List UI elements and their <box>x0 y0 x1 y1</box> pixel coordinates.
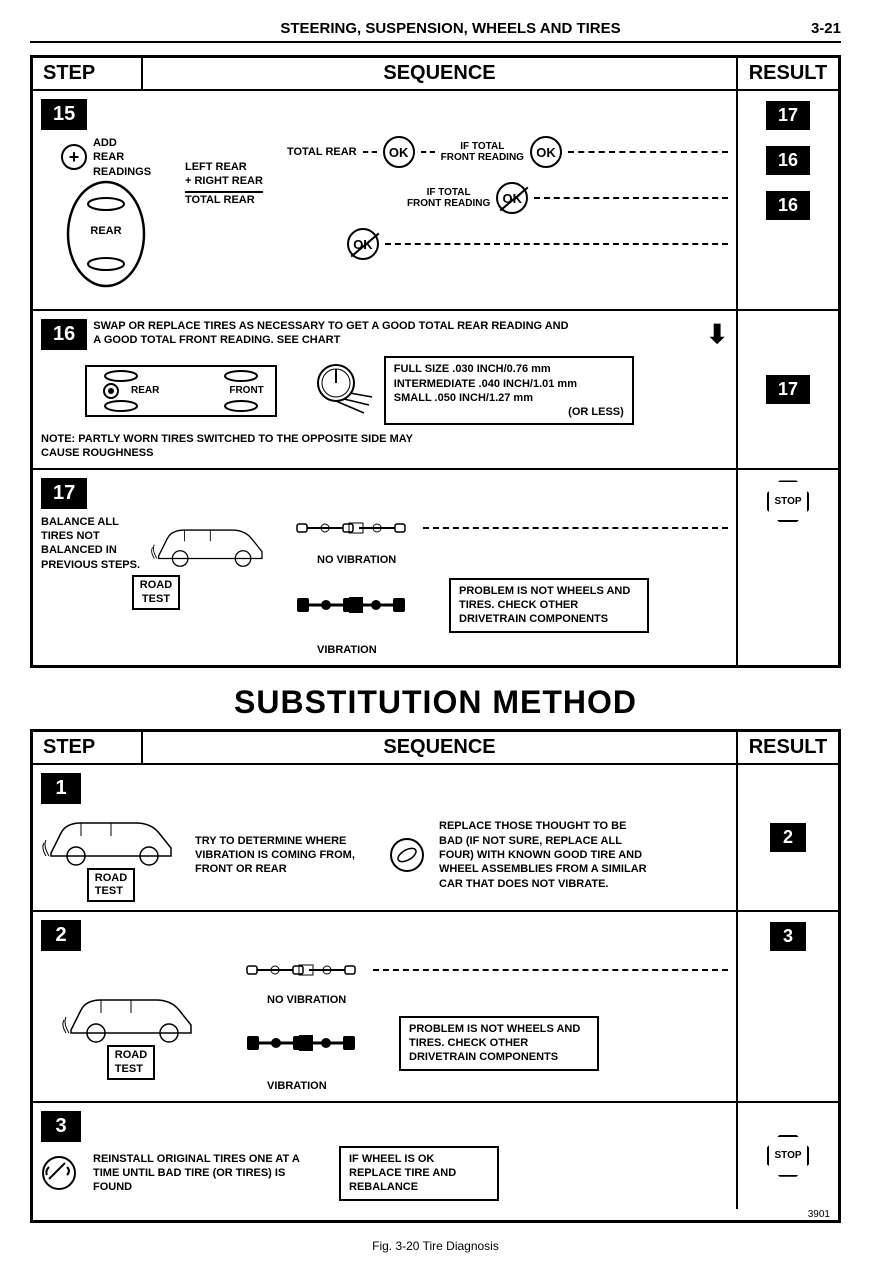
car-icon <box>41 808 181 868</box>
stop-icon: STOP <box>767 480 809 522</box>
col-step: STEP <box>33 732 143 763</box>
formula-block: LEFT REAR + RIGHT REAR TOTAL REAR <box>185 160 263 301</box>
road-test-box: ROAD TEST <box>87 868 135 902</box>
col-step: STEP <box>33 58 143 89</box>
result-badge: 2 <box>770 823 806 852</box>
vibration-row: PROBLEM IS NOT WHEELS AND TIRES. CHECK O… <box>237 1016 728 1071</box>
step-badge-1: 1 <box>41 773 81 804</box>
page-title: STEERING, SUSPENSION, WHEELS AND TIRES <box>90 20 811 37</box>
page-number: 3-21 <box>811 20 841 37</box>
axle-light-icon <box>287 513 417 543</box>
formula-line1: LEFT REAR <box>185 160 263 174</box>
axle-light-icon <box>237 955 367 985</box>
result-badge: 17 <box>766 101 810 130</box>
result-badge: 16 <box>766 191 810 220</box>
diagnosis-table-1: STEP SEQUENCE RESULT 15 + ADD REAR READI… <box>30 55 841 668</box>
front-label: FRONT <box>229 385 263 396</box>
road-test-box: ROAD TEST <box>132 575 180 609</box>
axle-heavy-icon <box>237 1028 367 1058</box>
diagnosis-table-2: STEP SEQUENCE RESULT 1 ROAD TEST TRY TO … <box>30 729 841 1223</box>
figure-caption: Fig. 3-20 Tire Diagnosis <box>30 1239 841 1253</box>
step3-instruction: REINSTALL ORIGINAL TIRES ONE AT A TIME U… <box>93 1152 323 1195</box>
specs-box: FULL SIZE .030 INCH/0.76 mm INTERMEDIATE… <box>384 356 634 425</box>
problem-box: PROBLEM IS NOT WHEELS AND TIRES. CHECK O… <box>449 578 649 633</box>
not-ok-icon: OK <box>347 228 379 260</box>
figure-number: 3901 <box>33 1209 838 1220</box>
step1-replace: REPLACE THOSE THOUGHT TO BE BAD (IF NOT … <box>439 819 649 890</box>
col-result: RESULT <box>738 58 838 89</box>
rear-label: REAR <box>131 385 159 396</box>
tire-icon <box>389 837 425 873</box>
sub-step-1-row: 1 ROAD TEST TRY TO DETERMINE WHERE VIBRA… <box>33 765 838 912</box>
step-17-row: 17 BALANCE ALL TIRES NOT BALANCED IN PRE… <box>33 470 838 664</box>
not-ok-icon: OK <box>496 182 528 214</box>
axle-heavy-icon <box>287 590 417 620</box>
branch-3: OK <box>347 228 728 260</box>
problem-box: PROBLEM IS NOT WHEELS AND TIRES. CHECK O… <box>399 1016 599 1071</box>
col-result: RESULT <box>738 732 838 763</box>
ok-icon: OK <box>530 136 562 168</box>
formula-line2: + RIGHT REAR <box>185 174 263 192</box>
add-readings-label: ADD REAR READINGS <box>93 136 151 179</box>
sub-step-3-row: 3 REINSTALL ORIGINAL TIRES ONE AT A TIME… <box>33 1103 838 1209</box>
road-test-box: ROAD TEST <box>107 1045 155 1079</box>
table-header: STEP SEQUENCE RESULT <box>33 732 838 765</box>
plus-icon: + <box>61 144 87 170</box>
total-rear-label: TOTAL REAR <box>287 145 357 159</box>
balance-text: BALANCE ALL TIRES NOT BALANCED IN PREVIO… <box>41 515 144 572</box>
result-badge: 16 <box>766 146 810 175</box>
branch2-text: IF TOTAL FRONT READING <box>407 187 490 209</box>
vibration-label: VIBRATION <box>267 1079 728 1093</box>
step-badge-17: 17 <box>41 478 87 509</box>
branch-2: IF TOTAL FRONT READING OK <box>407 182 728 214</box>
vibration-label: VIBRATION <box>317 643 728 657</box>
col-sequence: SEQUENCE <box>143 58 738 89</box>
car-icon <box>150 513 271 573</box>
spec-line: SMALL .050 INCH/1.27 mm <box>394 391 624 405</box>
step-16-row: 16 SWAP OR REPLACE TIRES AS NECESSARY TO… <box>33 311 838 471</box>
step16-note: NOTE: PARTLY WORN TIRES SWITCHED TO THE … <box>41 432 421 461</box>
col-sequence: SEQUENCE <box>143 732 738 763</box>
no-vibration-label: NO VIBRATION <box>267 993 728 1007</box>
step-badge-3: 3 <box>41 1111 81 1142</box>
spec-line: (OR LESS) <box>394 405 624 419</box>
gauge-icon <box>314 361 374 421</box>
result-badge: 3 <box>770 922 806 951</box>
vibration-row: PROBLEM IS NOT WHEELS AND TIRES. CHECK O… <box>287 578 728 633</box>
wrench-icon <box>41 1155 77 1191</box>
branch1-text: IF TOTAL FRONT READING <box>441 141 524 163</box>
step-15-row: 15 + ADD REAR READINGS REAR LEFT REAR + … <box>33 91 838 311</box>
arrow-down-icon: ⬇ <box>706 319 728 350</box>
step-badge-2: 2 <box>41 920 81 951</box>
result-badge: 17 <box>766 375 810 404</box>
step16-instruction: SWAP OR REPLACE TIRES AS NECESSARY TO GE… <box>93 319 573 348</box>
wheel-ok-box: IF WHEEL IS OK REPLACE TIRE AND REBALANC… <box>339 1146 499 1201</box>
ok-icon: OK <box>383 136 415 168</box>
step-badge-15: 15 <box>41 99 87 130</box>
branch-1: TOTAL REAR OK IF TOTAL FRONT READING OK <box>287 136 728 168</box>
formula-line3: TOTAL REAR <box>185 193 263 207</box>
no-vibration-row <box>237 955 728 985</box>
substitution-title: SUBSTITUTION METHOD <box>30 684 841 721</box>
table-header: STEP SEQUENCE RESULT <box>33 58 838 91</box>
spec-line: INTERMEDIATE .040 INCH/1.01 mm <box>394 377 624 391</box>
car-icon <box>61 985 201 1045</box>
step-badge-16: 16 <box>41 319 87 350</box>
stop-icon: STOP <box>767 1135 809 1177</box>
spec-line: FULL SIZE .030 INCH/0.76 mm <box>394 362 624 376</box>
step1-instruction: TRY TO DETERMINE WHERE VIBRATION IS COMI… <box>195 834 375 877</box>
rear-label: REAR <box>90 225 121 237</box>
no-vibration-row <box>287 513 728 543</box>
page-header: STEERING, SUSPENSION, WHEELS AND TIRES 3… <box>30 20 841 43</box>
sub-step-2-row: 2 ROAD TEST NO VIBRATION PROBLEM IS NO <box>33 912 838 1102</box>
no-vibration-label: NO VIBRATION <box>317 553 728 567</box>
